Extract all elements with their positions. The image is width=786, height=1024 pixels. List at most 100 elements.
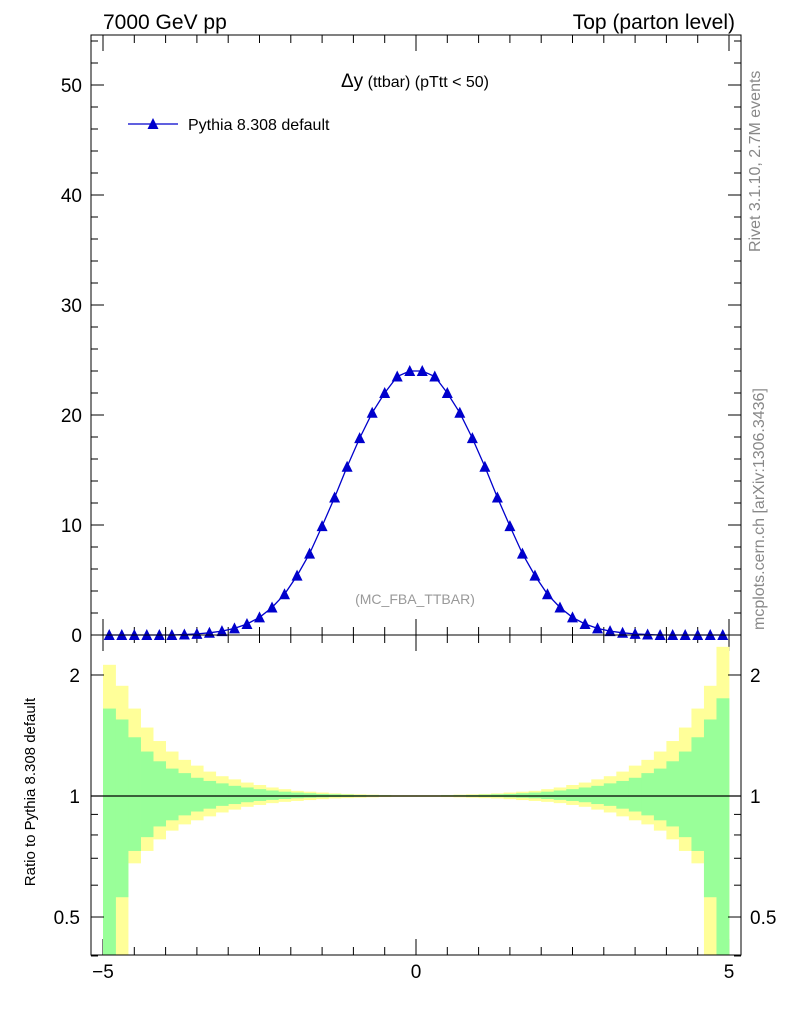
y-tick-label: 50	[61, 76, 82, 97]
data-point	[228, 622, 240, 634]
ratio-plot-panel: 0.5 0.5 1 1 2 2 Ratio to Pythia 8.308 default	[22, 634, 777, 957]
main-axis-ticks	[91, 35, 741, 955]
data-point	[504, 520, 516, 532]
ratio-band-green	[203, 780, 217, 809]
plot-title: Δy (ttbar) (pTtt < 50)	[341, 71, 489, 92]
data-point	[291, 569, 303, 581]
x-tick-label: 5	[724, 962, 735, 983]
ratio-band-green	[703, 719, 717, 898]
data-point	[178, 628, 190, 640]
y-tick-label: 20	[61, 406, 82, 427]
watermark: (MC_FBA_TTBAR)	[355, 591, 475, 607]
ratio-y-tick-label: 2	[69, 666, 80, 687]
header-left: 7000 GeV pp	[103, 11, 227, 34]
data-point	[404, 365, 416, 376]
data-point	[441, 387, 453, 398]
data-point	[266, 601, 278, 613]
data-point	[516, 547, 528, 559]
y-tick-label: 30	[61, 296, 82, 317]
ratio-band-green	[253, 789, 267, 801]
legend-label: Pythia 8.308 default	[188, 117, 330, 134]
y-tick-label: 10	[61, 516, 82, 537]
data-point	[279, 588, 291, 600]
ratio-y-axis-label: Ratio to Pythia 8.308 default	[22, 697, 39, 886]
data-point	[391, 370, 403, 382]
ratio-y-tick-label-right: 2	[750, 666, 761, 687]
ratio-y-tick-label-right: 0.5	[750, 908, 776, 929]
rivet-version-label: Rivet 3.1.10, 2.7M events	[747, 71, 764, 252]
main-plot-panel: 0 10 20 30 40 50 Δy (ttbar) (pTtt < 50) (MC_F…	[61, 34, 742, 955]
ratio-band-green	[165, 768, 179, 821]
data-point	[329, 491, 341, 503]
x-tick-labels: −5 0 5	[92, 962, 734, 983]
ratio-y-tick-label: 0.5	[54, 908, 80, 929]
data-point	[629, 627, 641, 639]
ratio-band-green	[278, 791, 292, 799]
ratio-band-green	[140, 751, 154, 838]
data-point	[304, 547, 316, 559]
ratio-y-tick-label-right: 1	[750, 787, 761, 808]
header-right: Top (parton level)	[573, 11, 735, 34]
ratio-y-tick-labels: 0.5 0.5 1 1 2 2	[54, 666, 777, 929]
x-tick-label: −5	[92, 962, 114, 983]
ratio-band-green	[616, 780, 630, 809]
data-point	[541, 588, 553, 600]
data-point	[379, 387, 391, 398]
ratio-band-green	[178, 773, 192, 816]
x-tick-label: 0	[411, 962, 422, 983]
mcplots-label: mcplots.cern.ch [arXiv:1306.3436]	[751, 388, 768, 630]
ratio-frame	[90, 634, 742, 956]
data-point	[454, 406, 466, 418]
ratio-band-green	[603, 783, 617, 806]
ratio-band-green	[566, 789, 580, 801]
data-point	[254, 611, 265, 623]
ratio-band-green	[265, 790, 279, 800]
main-y-tick-labels: 0 10 20 30 40 50	[61, 76, 82, 647]
ratio-band-green	[240, 787, 254, 803]
data-point	[354, 432, 366, 444]
ratio-band-green	[591, 785, 605, 805]
data-point	[479, 460, 491, 472]
data-point	[466, 432, 478, 444]
ratio-band-green	[653, 768, 667, 821]
ratio-band-green	[153, 761, 166, 827]
data-point	[604, 625, 616, 637]
data-point	[579, 618, 591, 629]
data-point	[366, 406, 378, 418]
data-point	[429, 370, 441, 382]
plot-title-text: (ttbar) (pTtt < 50)	[363, 74, 489, 91]
plot-title-symbol: Δy	[341, 71, 364, 92]
ratio-band-green	[716, 698, 730, 955]
data-point	[216, 625, 228, 637]
ratio-band-green	[666, 761, 680, 827]
y-tick-label: 40	[61, 186, 82, 207]
ratio-band-green	[541, 791, 555, 799]
data-point	[529, 569, 541, 581]
ratio-y-tick-label: 1	[69, 787, 80, 808]
data-point	[554, 601, 566, 613]
ratio-band-green	[128, 737, 141, 851]
legend: Pythia 8.308 default	[128, 117, 330, 134]
ratio-band-green	[215, 783, 229, 806]
ratio-axis-ticks	[91, 674, 741, 957]
ratio-band-green	[115, 719, 129, 898]
data-point	[592, 622, 604, 634]
ratio-band-green	[190, 777, 204, 812]
ratio-band-green	[691, 737, 705, 851]
ratio-band-green	[228, 785, 242, 805]
data-point	[341, 460, 353, 472]
data-point	[241, 618, 253, 629]
data-point	[416, 365, 428, 376]
ratio-band-green	[103, 708, 116, 955]
ratio-bands	[103, 646, 730, 955]
ratio-band-green	[641, 773, 655, 816]
data-point	[191, 627, 203, 639]
ratio-band-green	[628, 777, 642, 812]
ratio-band-green	[578, 787, 592, 803]
data-point	[316, 520, 328, 532]
data-point	[567, 611, 578, 623]
data-point	[491, 491, 503, 503]
data-point	[642, 628, 654, 640]
ratio-band-green	[553, 790, 567, 800]
